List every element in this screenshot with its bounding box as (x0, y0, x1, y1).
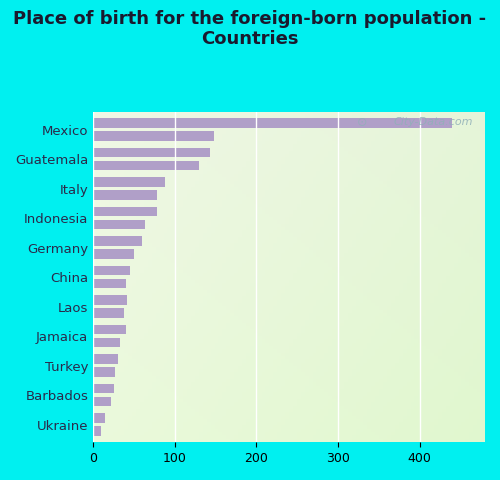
Bar (93, 325, 126, 335)
Bar (93, 338, 120, 348)
Bar (93, 148, 210, 157)
Bar (93, 191, 157, 200)
Bar (93, 308, 124, 318)
Bar (93, 237, 142, 246)
Bar (93, 178, 165, 187)
Bar (93, 220, 144, 229)
Bar (93, 384, 114, 393)
Bar (93, 250, 134, 259)
Bar (93, 266, 130, 276)
Bar (93, 132, 214, 141)
Text: City-Data.com: City-Data.com (394, 117, 473, 127)
Bar (93, 295, 128, 305)
Bar (93, 354, 118, 364)
Text: Place of birth for the foreign-born population -
Countries: Place of birth for the foreign-born popu… (14, 10, 486, 48)
Bar (93, 426, 102, 436)
Bar (93, 367, 115, 377)
Text: ⊙: ⊙ (357, 116, 368, 129)
Bar (93, 413, 104, 423)
Bar (93, 279, 126, 288)
Bar (93, 119, 453, 128)
Bar (93, 161, 199, 170)
Bar (93, 397, 111, 406)
Bar (93, 207, 157, 216)
